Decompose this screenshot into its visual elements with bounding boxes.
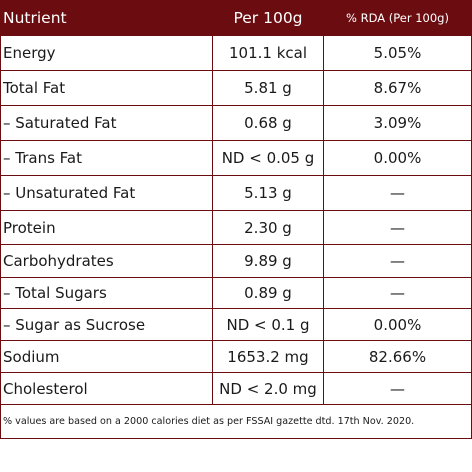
nutrient-per-100g: ND < 0.1 g [212, 308, 324, 341]
nutrient-rda: 0.00% [323, 308, 472, 341]
nutrient-name: – Sugar as Sucrose [0, 308, 213, 341]
table-row: – Saturated Fat 0.68 g 3.09% [0, 105, 472, 141]
header-rda: % RDA (Per 100g) [323, 0, 472, 36]
nutrient-rda: — [323, 175, 472, 211]
nutrient-name: Sodium [0, 340, 213, 373]
table-row: – Trans Fat ND < 0.05 g 0.00% [0, 140, 472, 176]
nutrient-per-100g: 5.13 g [212, 175, 324, 211]
header-per-100g: Per 100g [212, 0, 324, 36]
nutrient-rda: — [323, 372, 472, 405]
nutrient-name: – Saturated Fat [0, 105, 213, 141]
nutrition-table: Nutrient Per 100g % RDA (Per 100g) Energ… [0, 0, 472, 439]
nutrient-name: – Trans Fat [0, 140, 213, 176]
nutrient-name: Cholesterol [0, 372, 213, 405]
table-row: – Unsaturated Fat 5.13 g — [0, 175, 472, 211]
nutrient-name: Energy [0, 35, 213, 71]
table-footnote: % values are based on a 2000 calories di… [0, 404, 472, 439]
nutrient-rda: 5.05% [323, 35, 472, 71]
header-nutrient: Nutrient [0, 0, 213, 36]
nutrient-name: Carbohydrates [0, 244, 213, 278]
nutrient-per-100g: 9.89 g [212, 244, 324, 278]
nutrient-rda: 0.00% [323, 140, 472, 176]
nutrient-rda: 3.09% [323, 105, 472, 141]
table-row: Sodium 1653.2 mg 82.66% [0, 340, 472, 373]
nutrient-per-100g: 2.30 g [212, 210, 324, 245]
nutrient-rda: 8.67% [323, 70, 472, 106]
table-header-row: Nutrient Per 100g % RDA (Per 100g) [0, 0, 472, 36]
nutrient-per-100g: ND < 0.05 g [212, 140, 324, 176]
nutrient-name: – Unsaturated Fat [0, 175, 213, 211]
nutrient-per-100g: 0.68 g [212, 105, 324, 141]
table-row: Total Fat 5.81 g 8.67% [0, 70, 472, 106]
table-row: Carbohydrates 9.89 g — [0, 244, 472, 278]
nutrient-per-100g: ND < 2.0 mg [212, 372, 324, 405]
nutrient-rda: 82.66% [323, 340, 472, 373]
nutrient-per-100g: 101.1 kcal [212, 35, 324, 71]
table-row: – Sugar as Sucrose ND < 0.1 g 0.00% [0, 308, 472, 341]
nutrient-rda: — [323, 210, 472, 245]
nutrient-rda: — [323, 277, 472, 309]
nutrient-per-100g: 5.81 g [212, 70, 324, 106]
table-row: Cholesterol ND < 2.0 mg — [0, 372, 472, 405]
table-row: Protein 2.30 g — [0, 210, 472, 245]
nutrient-name: Total Fat [0, 70, 213, 106]
nutrient-name: Protein [0, 210, 213, 245]
nutrient-rda: — [323, 244, 472, 278]
nutrient-per-100g: 0.89 g [212, 277, 324, 309]
table-row: Energy 101.1 kcal 5.05% [0, 35, 472, 71]
nutrient-per-100g: 1653.2 mg [212, 340, 324, 373]
nutrient-name: – Total Sugars [0, 277, 213, 309]
table-footnote-row: % values are based on a 2000 calories di… [0, 404, 472, 439]
table-row: – Total Sugars 0.89 g — [0, 277, 472, 309]
